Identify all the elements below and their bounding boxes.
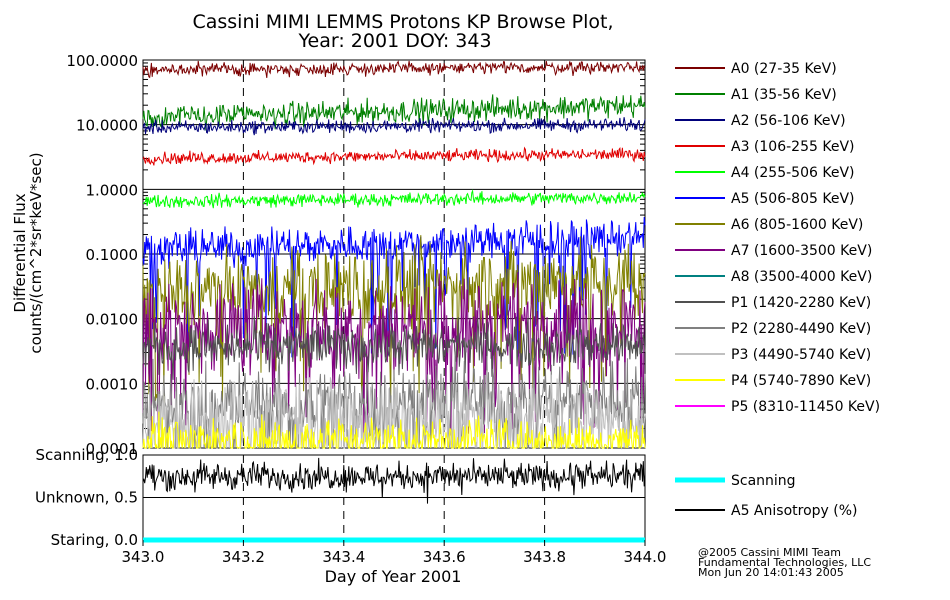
y-axis-label: Differential Flux counts/(cm^2*sr*keV*se… <box>11 152 45 353</box>
legend-label: P4 (5740-7890 KeV) <box>731 373 871 389</box>
footer-line-3: Mon Jun 20 14:01:43 2005 <box>698 566 844 579</box>
legend-label: A2 (56-106 KeV) <box>731 113 846 129</box>
y-tick-label: 0.1000 <box>86 246 139 264</box>
chart-subtitle: Year: 2001 DOY: 343 <box>297 30 491 52</box>
series-line <box>142 411 646 450</box>
x-tick-label: 343.4 <box>322 548 365 566</box>
legend-label: A8 (3500-4000 KeV) <box>731 269 872 285</box>
x-tick-label: 343.8 <box>523 548 566 566</box>
y-axis-label-line1: Differential Flux <box>11 193 29 312</box>
legend-label: A3 (106-255 KeV) <box>731 139 854 155</box>
legend-label: A6 (805-1600 KeV) <box>731 217 863 233</box>
y-tick-label: 100.0000 <box>66 52 138 70</box>
legend-label: A4 (255-506 KeV) <box>731 165 854 181</box>
series-line <box>142 235 646 404</box>
series-line <box>142 457 646 504</box>
legend-label: A5 (506-805 KeV) <box>731 191 854 207</box>
series-line <box>142 351 646 449</box>
y-tick-label: Staring, 0.0 <box>51 531 138 549</box>
footer-line-2: Fundamental Technologies, LLC <box>698 556 871 569</box>
legend-label: P1 (1420-2280 KeV) <box>731 295 871 311</box>
y-tick-label: 0.0001 <box>86 440 139 458</box>
chart-title: Cassini MIMI LEMMS Protons KP Browse Plo… <box>192 11 613 33</box>
anisotropy-panel: Scanning, 1.0 Unknown, 0.5 Staring, 0.0 <box>35 446 646 549</box>
legend-label: P3 (4490-5740 KeV) <box>731 347 871 363</box>
y-tick-label: 0.0010 <box>86 375 139 393</box>
footer-credit: @2005 Cassini MIMI Team Fundamental Tech… <box>698 546 871 579</box>
x-tick-label: 344.0 <box>624 548 667 566</box>
x-axis-label: Day of Year 2001 <box>325 567 462 586</box>
series-line <box>142 189 646 209</box>
legend-label: P5 (8310-11450 KeV) <box>731 399 880 415</box>
y-tick-label: Scanning, 1.0 <box>35 446 138 464</box>
series-line <box>142 216 646 358</box>
legend-label: A0 (27-35 KeV) <box>731 61 837 77</box>
legend: A0 (27-35 KeV) A1 (35-56 KeV) A2 (56-106 K… <box>675 61 880 519</box>
y-tick-label: Unknown, 0.5 <box>35 489 138 507</box>
legend-label: P2 (2280-4490 KeV) <box>731 321 871 337</box>
series-line <box>142 60 646 79</box>
x-tick-label: 343.0 <box>122 548 165 566</box>
flux-panel: 100.0000 10.0000 1.0000 0.1000 0.0100 0.0010 0… <box>66 52 646 458</box>
y-axis-label-line2: counts/(cm^2*sr*keV*sec) <box>27 152 45 353</box>
footer-line-1: @2005 Cassini MIMI Team <box>698 546 841 559</box>
y-tick-label: 10.0000 <box>76 117 138 135</box>
series-line <box>142 316 646 380</box>
x-tick-label: 343.6 <box>423 548 466 566</box>
series-line <box>142 94 646 131</box>
y-tick-label: 1.0000 <box>86 181 139 199</box>
legend-label: A7 (1600-3500 KeV) <box>731 243 872 259</box>
x-axis: 343.0 343.2 343.4 343.6 343.8 344.0 <box>122 540 667 566</box>
legend-label: A1 (35-56 KeV) <box>731 87 837 103</box>
x-tick-label: 343.2 <box>222 548 265 566</box>
series-line <box>142 117 646 136</box>
legend-label: A5 Anisotropy (%) <box>731 503 858 519</box>
y-tick-label: 0.0100 <box>86 311 139 329</box>
series-line <box>142 146 646 166</box>
legend-label: Scanning <box>731 473 796 489</box>
